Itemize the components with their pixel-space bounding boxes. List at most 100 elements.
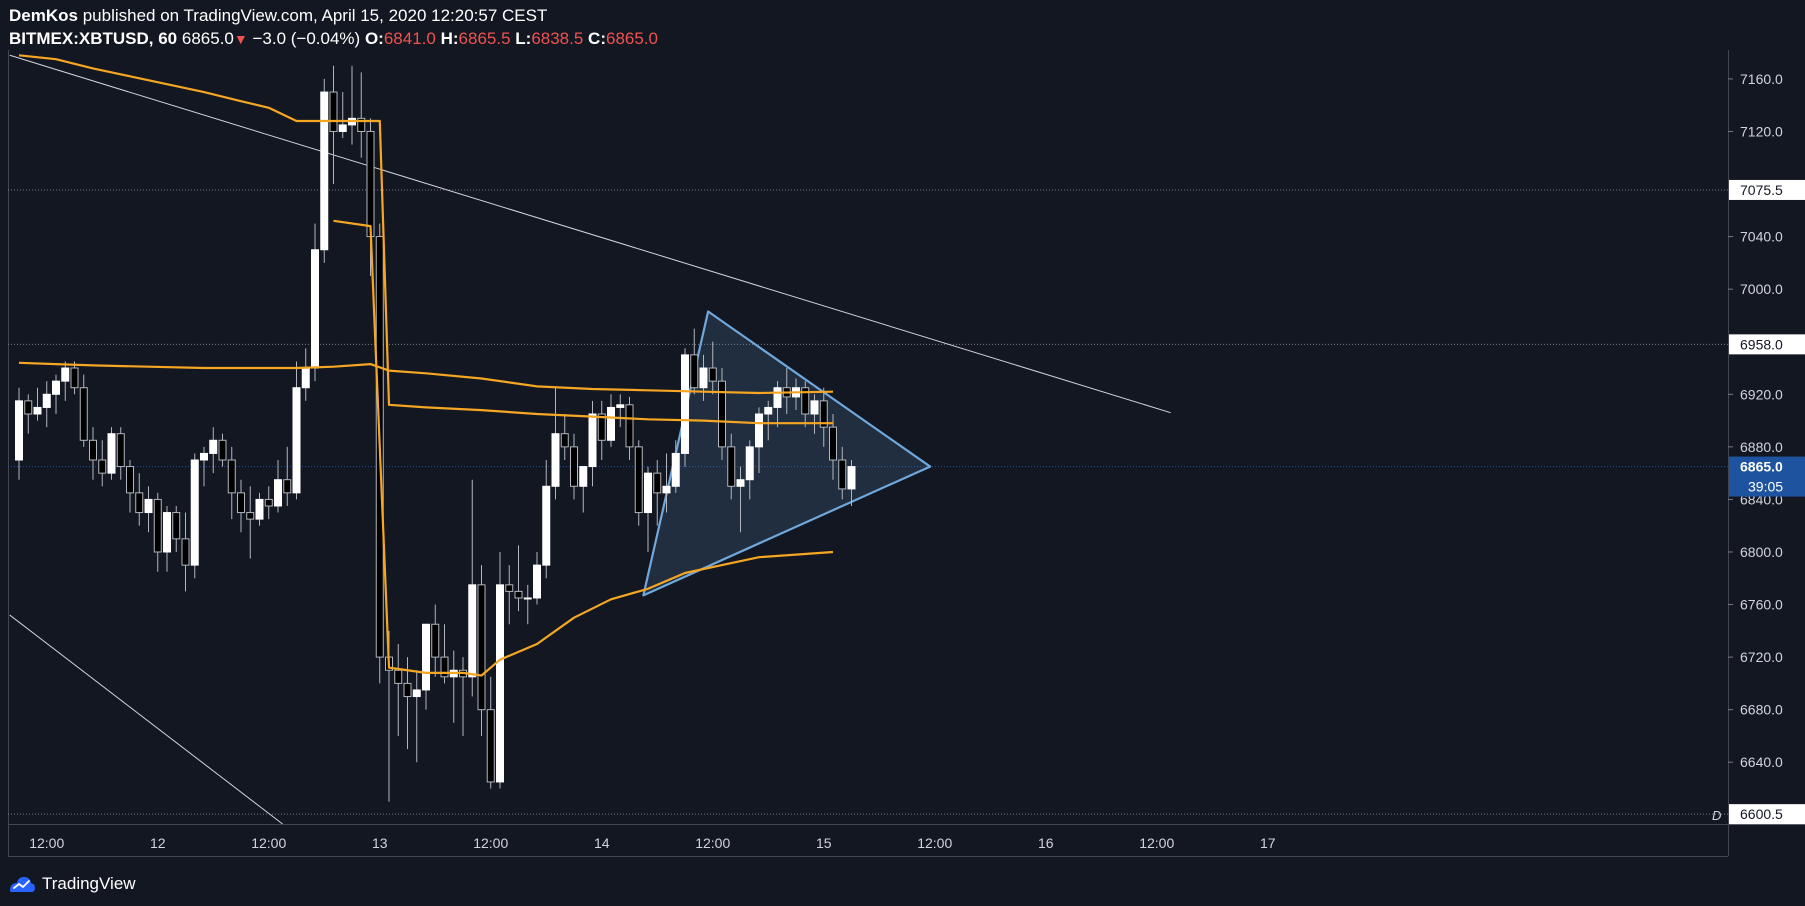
candle[interactable] [625,396,634,460]
candle[interactable] [292,361,301,500]
candle[interactable] [61,361,70,401]
trendline[interactable] [9,614,283,824]
candle[interactable] [681,348,689,467]
candle[interactable] [847,459,856,506]
candle[interactable] [181,512,190,592]
candle[interactable] [98,440,107,487]
candle[interactable] [52,374,60,415]
candle[interactable] [523,584,532,625]
candle[interactable] [597,400,606,460]
candle[interactable] [616,394,625,428]
candle[interactable] [264,486,273,520]
candle[interactable] [283,446,292,506]
symbol-label[interactable]: BITMEX:XBTUSD, 60 [9,29,178,48]
candle[interactable] [89,427,97,480]
candle[interactable] [15,387,23,480]
candle[interactable] [338,92,347,139]
level-price-badge [1729,334,1805,355]
candle[interactable] [422,623,430,710]
candle-body [634,446,643,514]
candle[interactable] [403,657,412,750]
candle[interactable] [653,459,662,526]
candle[interactable] [190,453,199,579]
candle[interactable] [690,328,699,395]
candle[interactable] [496,551,504,789]
candle[interactable] [560,414,569,460]
candle[interactable] [755,407,763,474]
candle[interactable] [200,446,208,487]
candle[interactable] [33,387,42,421]
candle[interactable] [486,676,495,789]
candle[interactable] [829,414,837,480]
candle[interactable] [311,223,319,382]
candle[interactable] [671,440,680,493]
candle[interactable] [801,381,810,428]
moving-average-line[interactable] [333,219,834,677]
candle[interactable] [237,479,245,533]
candle[interactable] [727,433,736,500]
candle[interactable] [79,374,88,447]
candle[interactable] [819,387,828,447]
candle[interactable] [246,486,255,559]
candle[interactable] [24,394,33,434]
candle[interactable] [718,368,726,460]
candle[interactable] [440,624,449,684]
candle[interactable] [301,348,310,401]
candle[interactable] [394,643,403,736]
candle[interactable] [357,72,366,158]
plot-area[interactable] [8,54,1728,824]
candle[interactable] [736,466,745,533]
candle[interactable] [412,670,421,763]
candle[interactable] [764,400,773,441]
candle[interactable] [274,459,282,513]
candle[interactable] [163,505,171,572]
candle-body [320,91,329,251]
candle[interactable] [107,427,116,480]
candle[interactable] [634,440,643,526]
candle[interactable] [699,354,708,401]
candle[interactable] [209,427,218,474]
author-name[interactable]: DemKos [9,6,78,25]
candle[interactable] [431,604,440,677]
candle[interactable] [542,459,551,579]
candle[interactable] [708,341,717,395]
tradingview-logo[interactable]: TradingView [8,873,136,895]
candle[interactable] [135,473,144,526]
candle[interactable] [551,387,560,500]
candle[interactable] [838,446,847,500]
candle[interactable] [607,394,615,447]
candle[interactable] [227,446,236,520]
candle[interactable] [579,466,588,513]
candle[interactable] [70,361,79,395]
candle[interactable] [810,394,819,434]
candle[interactable] [42,381,51,428]
candle[interactable] [153,492,162,572]
candle[interactable] [570,433,578,500]
candle[interactable] [505,565,514,625]
candle[interactable] [588,400,597,487]
trendline[interactable] [9,54,1171,414]
candle[interactable] [468,479,477,697]
candle[interactable] [126,459,134,513]
candle[interactable] [477,565,486,736]
candle[interactable] [255,492,264,526]
moving-average-line[interactable] [18,361,834,395]
candle[interactable] [449,650,458,723]
candle[interactable] [116,427,125,480]
candle[interactable] [348,65,356,145]
candle[interactable] [745,440,754,500]
candle[interactable] [329,65,338,185]
candle[interactable] [218,433,227,467]
candle[interactable] [459,657,467,736]
candle[interactable] [662,453,671,513]
candle[interactable] [773,381,782,428]
candle[interactable] [172,505,181,552]
candle[interactable] [533,551,541,605]
candle[interactable] [644,466,652,552]
candle[interactable] [320,78,329,263]
scale-mode-label[interactable]: D [1712,808,1721,823]
moving-average-line[interactable] [18,54,833,425]
candle[interactable] [144,486,153,533]
candle[interactable] [514,545,523,612]
